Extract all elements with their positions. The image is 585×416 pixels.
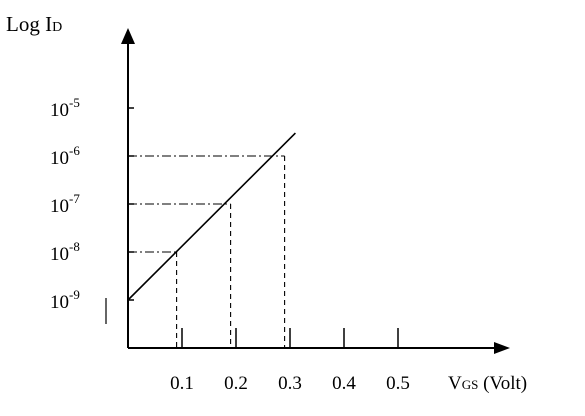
y-tick-label-4: 10-5 (50, 95, 80, 121)
x-tick-label-2: 0.3 (278, 373, 302, 394)
y-tick-label-3: 10-6 (50, 143, 80, 169)
x-axis-title: VGS (Volt) (448, 373, 527, 394)
y-tick-label-0: 10-9 (50, 287, 80, 313)
x-tick-label-0: 0.1 (170, 373, 194, 394)
series-line-0 (127, 132, 296, 301)
x-axis-arrow (494, 342, 510, 354)
y-tick-label-2: 10-7 (50, 191, 80, 217)
x-tick-label-3: 0.4 (332, 373, 356, 394)
y-tick-label-1: 10-8 (50, 239, 80, 265)
x-tick-label-1: 0.2 (224, 373, 248, 394)
x-tick-label-4: 0.5 (386, 373, 410, 394)
y-axis-arrow (121, 28, 135, 44)
y-axis-title: Log ID (6, 12, 62, 36)
